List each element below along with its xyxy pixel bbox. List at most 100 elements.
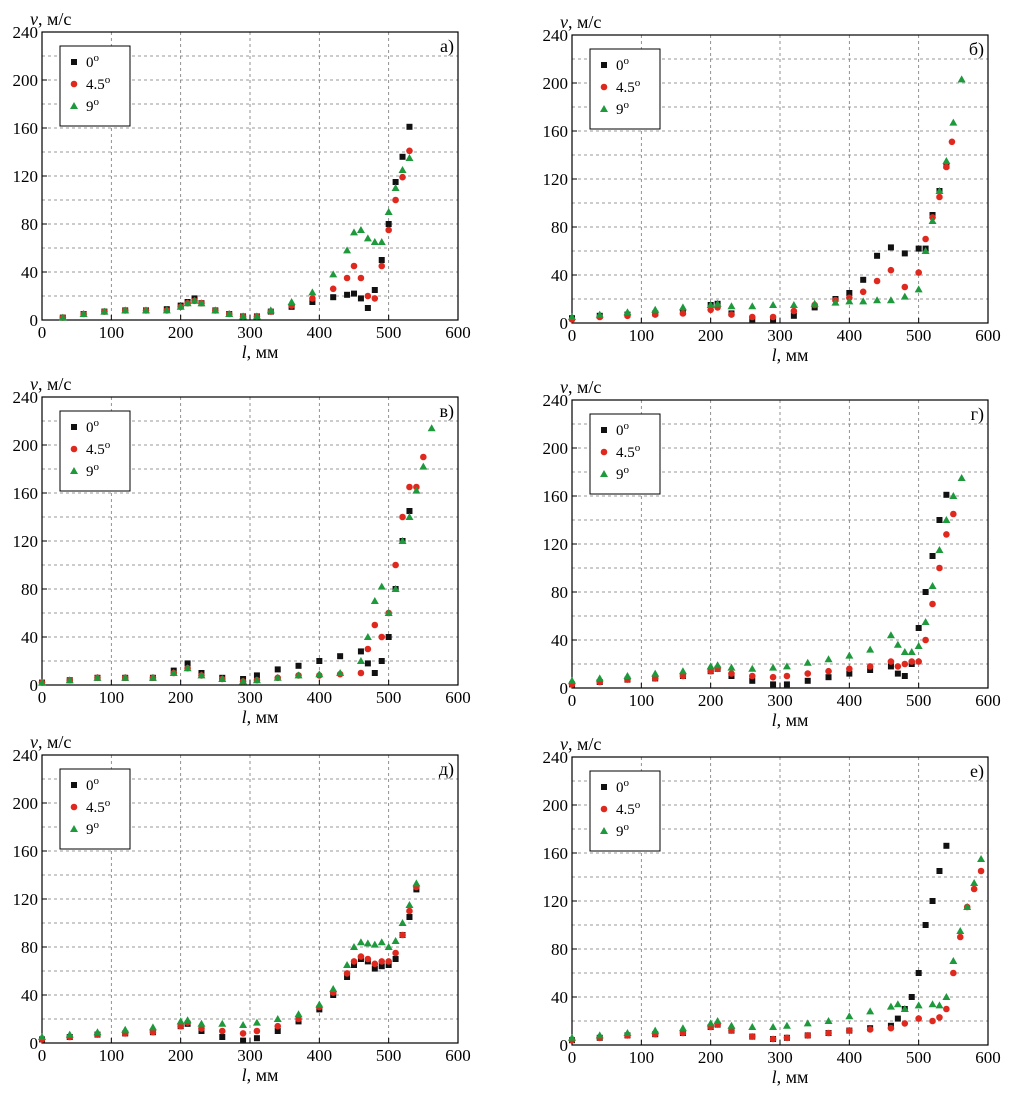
data-point: [949, 119, 957, 126]
data-point: [825, 1030, 832, 1037]
data-point: [149, 1023, 157, 1030]
data-point: [957, 934, 964, 941]
y-tick-label: 80: [21, 938, 38, 957]
x-tick-label: 500: [376, 688, 402, 707]
y-tick-label: 200: [13, 794, 39, 813]
data-point: [372, 295, 379, 302]
data-point: [950, 511, 957, 518]
data-point: [412, 879, 420, 886]
y-tick-label: 120: [13, 890, 39, 909]
data-point: [935, 546, 943, 553]
y-tick-label: 80: [21, 580, 38, 599]
data-point: [923, 589, 929, 595]
data-point: [895, 1016, 901, 1022]
data-point: [351, 958, 358, 965]
data-point: [936, 517, 942, 523]
y-tick-label: 160: [13, 119, 39, 138]
y-tick-label: 40: [21, 263, 38, 282]
data-point: [874, 253, 880, 259]
x-tick-label: 100: [99, 688, 125, 707]
y-tick-label: 40: [551, 988, 568, 1007]
y-tick-label: 40: [21, 986, 38, 1005]
data-point: [350, 228, 358, 235]
x-tick-label: 500: [906, 691, 932, 710]
data-point: [894, 641, 902, 648]
data-point: [714, 661, 722, 668]
data-point: [358, 648, 364, 654]
data-point: [371, 597, 379, 604]
y-tick-label: 120: [13, 167, 39, 186]
data-point: [288, 298, 296, 305]
data-point: [902, 1020, 909, 1027]
data-point: [783, 1022, 791, 1029]
data-point: [365, 293, 372, 300]
x-tick-label: 100: [629, 1048, 655, 1067]
x-axis-label: l, мм: [242, 342, 279, 362]
y-tick-label: 160: [13, 842, 39, 861]
data-point: [949, 492, 957, 499]
data-point: [825, 1017, 833, 1024]
data-point: [916, 625, 922, 631]
data-point: [943, 164, 950, 171]
data-point: [825, 655, 833, 662]
data-point: [888, 244, 894, 250]
x-tick-label: 500: [376, 1046, 402, 1065]
data-point: [749, 314, 756, 321]
data-point: [351, 263, 358, 270]
data-point: [218, 1020, 226, 1027]
y-tick-label: 160: [543, 844, 569, 863]
data-point: [296, 663, 302, 669]
data-point: [392, 937, 400, 944]
data-point: [915, 1001, 923, 1008]
y-tick-label: 0: [30, 676, 39, 695]
data-point: [329, 270, 337, 277]
data-point: [845, 1012, 853, 1019]
data-point: [350, 943, 358, 950]
data-point: [888, 267, 895, 274]
chart-panel-1: 0 100 200 300 400 500 60004080120160200240v, м…: [13, 9, 471, 362]
data-point: [378, 958, 385, 965]
data-point: [651, 670, 659, 677]
data-point: [769, 664, 777, 671]
data-point: [393, 956, 399, 962]
data-point: [274, 1023, 281, 1030]
data-point: [978, 868, 985, 875]
data-point: [936, 1014, 943, 1021]
data-point: [970, 879, 978, 886]
data-point: [908, 648, 916, 655]
legend-marker: [601, 806, 608, 813]
data-point: [784, 673, 791, 680]
data-point: [364, 633, 372, 640]
x-tick-label: 500: [376, 323, 402, 342]
y-tick-label: 200: [543, 796, 569, 815]
data-point: [372, 622, 379, 629]
y-tick-label: 200: [543, 439, 569, 458]
x-tick-label: 200: [168, 688, 194, 707]
data-point: [749, 1033, 756, 1040]
data-point: [727, 664, 735, 671]
data-point: [902, 673, 908, 679]
panel-letter: а): [440, 36, 454, 57]
legend-marker: [71, 446, 78, 453]
data-point: [902, 284, 909, 291]
data-point: [371, 238, 379, 245]
data-point: [596, 674, 604, 681]
y-tick-label: 80: [551, 583, 568, 602]
data-point: [392, 197, 399, 204]
x-tick-label: 0: [568, 1048, 577, 1067]
data-point: [378, 238, 386, 245]
x-tick-label: 600: [975, 691, 1001, 710]
x-tick-label: 400: [307, 323, 333, 342]
x-tick-label: 100: [99, 323, 125, 342]
x-tick-label: 100: [99, 1046, 125, 1065]
y-tick-label: 120: [13, 532, 39, 551]
legend-marker: [71, 424, 77, 430]
data-point: [728, 670, 735, 677]
data-point: [254, 1035, 260, 1041]
legend-marker: [601, 62, 607, 68]
data-point: [873, 296, 881, 303]
data-point: [804, 1019, 812, 1026]
x-tick-label: 300: [767, 691, 793, 710]
